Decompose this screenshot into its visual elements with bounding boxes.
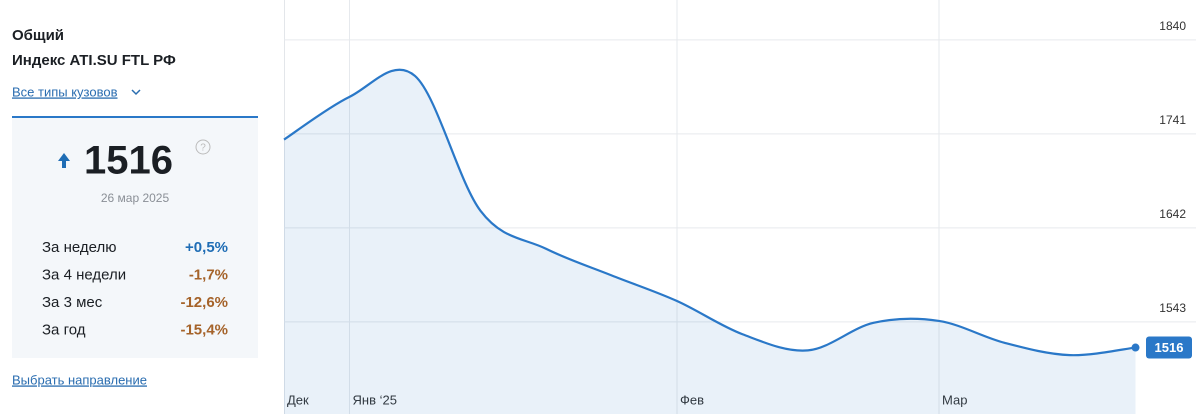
y-tick-label: 1543 bbox=[1159, 301, 1186, 315]
value-badge bbox=[1146, 336, 1192, 359]
row-change: -12,6% bbox=[180, 294, 228, 311]
row-change: -1,7% bbox=[189, 266, 228, 283]
x-tick-label: Фев bbox=[680, 392, 704, 407]
help-icon[interactable] bbox=[195, 139, 211, 155]
x-tick-label: Янв ‘25 bbox=[353, 392, 397, 407]
y-tick-label: 1741 bbox=[1159, 113, 1186, 127]
direction-link[interactable]: Выбрать направление bbox=[12, 372, 147, 387]
y-tick-label: 1840 bbox=[1159, 19, 1186, 33]
help-icon-mark[interactable]: ? bbox=[200, 143, 206, 154]
row-change: -15,4% bbox=[180, 321, 228, 338]
summary-card bbox=[12, 116, 258, 358]
row-label: За год bbox=[42, 321, 86, 338]
date: 26 мар 2025 bbox=[101, 191, 170, 205]
value-label: 1516 bbox=[1155, 340, 1184, 355]
chevron[interactable] bbox=[131, 89, 141, 96]
row-label: За неделю bbox=[42, 239, 116, 256]
up-arrow bbox=[58, 153, 70, 168]
x-tick-label: Мар bbox=[942, 392, 967, 407]
y-tick-label: 1642 bbox=[1159, 207, 1186, 221]
end-point bbox=[1131, 343, 1140, 352]
card-accent bbox=[12, 116, 258, 118]
x-tick-label: Дек bbox=[287, 392, 309, 407]
row-change: +0,5% bbox=[185, 239, 228, 256]
current-value: 1516 bbox=[84, 139, 173, 183]
filter-link[interactable]: Все типы кузовов bbox=[12, 84, 118, 99]
area bbox=[284, 69, 1136, 414]
row-label: За 3 мес bbox=[42, 294, 103, 311]
panel-subtitle: Индекс ATI.SU FTL РФ bbox=[12, 52, 176, 69]
grid bbox=[284, 0, 1196, 414]
panel-title: Общий bbox=[12, 27, 64, 44]
row-label: За 4 недели bbox=[42, 266, 126, 283]
line bbox=[283, 68, 1136, 357]
